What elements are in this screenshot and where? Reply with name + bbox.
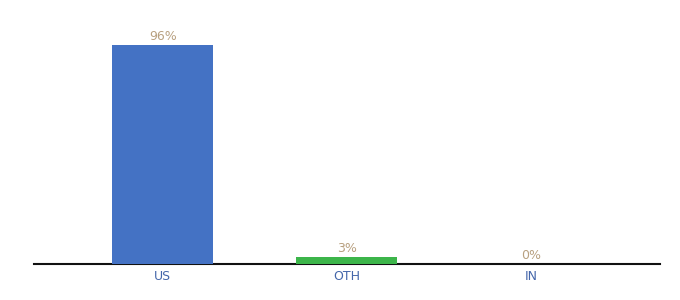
Text: 0%: 0% xyxy=(521,249,541,262)
Bar xyxy=(296,257,397,264)
Text: 96%: 96% xyxy=(149,30,177,43)
Text: 3%: 3% xyxy=(337,242,357,255)
Bar xyxy=(112,45,214,264)
